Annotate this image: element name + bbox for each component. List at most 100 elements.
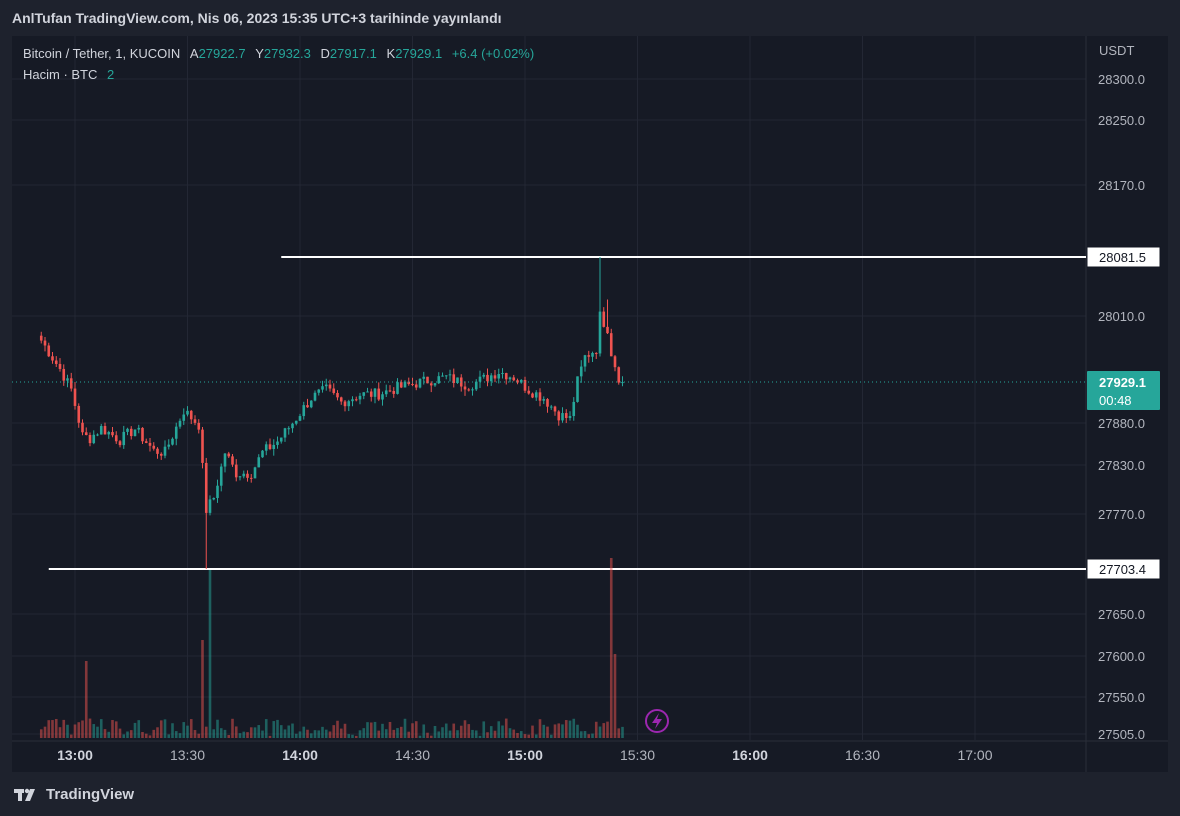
volume-bar	[84, 661, 88, 738]
candle-body	[523, 379, 527, 391]
candle-body	[482, 374, 486, 377]
candle-body	[313, 392, 317, 401]
change-value: +6.4 (+0.02%)	[451, 46, 535, 61]
volume-bar	[272, 721, 276, 738]
candle-body	[478, 376, 482, 382]
candle-body	[223, 453, 227, 467]
candle-body	[452, 374, 456, 384]
candle-body	[81, 422, 84, 433]
candle-body	[242, 473, 246, 477]
volume-bar	[501, 725, 504, 738]
time-tick-label: 15:30	[620, 747, 655, 763]
price-axis: 28300.0 28250.0 28170.0 28010.0 27880.0 27830…	[1098, 43, 1145, 742]
candle-body	[234, 464, 238, 478]
brand-name: TradingView	[46, 786, 135, 803]
volume-bar	[212, 729, 216, 738]
candle-body	[43, 340, 47, 346]
price-tick-label: 28170.0	[1098, 178, 1145, 193]
candle-body	[557, 411, 561, 421]
candle-body	[516, 380, 519, 383]
price-tick-label: 28250.0	[1098, 113, 1145, 128]
volume-bar	[204, 726, 208, 738]
candle-body	[189, 410, 193, 420]
volume-bar	[621, 726, 624, 738]
candle-body	[141, 427, 144, 442]
volume-bar	[564, 720, 568, 738]
volume-bar	[201, 640, 204, 738]
candle-body	[77, 405, 81, 423]
volume-bar	[133, 722, 137, 738]
candle-body	[317, 389, 321, 393]
candle-body	[422, 376, 426, 379]
volume-bar	[47, 720, 51, 738]
volume-bar	[474, 730, 478, 738]
volume-bar	[62, 719, 66, 738]
volume-bar	[163, 719, 167, 738]
volume-bar	[126, 731, 129, 738]
volume-bars	[39, 558, 624, 738]
volume-bar	[309, 733, 313, 738]
candle-body	[354, 399, 358, 401]
price-levels: 28081.5 27703.4	[48, 246, 1161, 580]
volume-label: Hacim · BTC	[23, 67, 98, 82]
volume-bar	[452, 723, 456, 738]
volume-bar	[141, 731, 144, 738]
candle-body	[122, 431, 126, 446]
candle-body	[617, 367, 621, 383]
candle-body	[501, 373, 504, 375]
candle-body	[298, 416, 302, 421]
volume-bar	[602, 723, 606, 738]
volume-bar	[279, 725, 283, 738]
last-price-label: 27929.1	[1099, 375, 1146, 390]
volume-bar	[486, 732, 489, 738]
volume-bar	[246, 732, 249, 738]
candle-body	[606, 326, 609, 334]
volume-bar	[328, 731, 332, 738]
candle-body	[238, 476, 242, 478]
candle-body	[429, 383, 433, 386]
candle-body	[497, 373, 501, 379]
volume-bar	[208, 570, 212, 738]
candle-body	[92, 434, 96, 444]
volume-bar	[148, 735, 152, 738]
candle-body	[564, 413, 568, 419]
volume-bar	[448, 730, 452, 738]
volume-bar	[118, 728, 122, 738]
volume-bar	[242, 731, 246, 738]
tradingview-footer[interactable]: TradingView	[14, 786, 134, 803]
candle-body	[459, 377, 463, 387]
volume-bar	[227, 735, 231, 738]
volume-bar	[114, 721, 118, 738]
volume-bar	[313, 730, 317, 738]
candle-body	[433, 383, 437, 386]
volume-bar	[426, 732, 429, 738]
volume-bar	[306, 729, 309, 738]
volume-bar	[583, 731, 587, 738]
lightning-icon[interactable]	[645, 709, 669, 733]
candle-body	[579, 366, 583, 377]
candle-body	[171, 438, 174, 445]
volume-bar	[189, 719, 193, 738]
candle-body	[392, 390, 396, 394]
candle-body	[227, 453, 231, 457]
candle-body	[39, 335, 43, 341]
candle-body	[351, 399, 354, 402]
volume-bar	[58, 727, 62, 738]
volume-bar	[43, 726, 47, 738]
volume-legend: Hacim · BTC 2	[23, 67, 114, 82]
candle-body	[156, 448, 159, 454]
time-tick-label: 16:30	[845, 747, 880, 763]
candle-body	[587, 355, 591, 357]
candle-body	[474, 381, 478, 390]
volume-bar	[332, 725, 336, 738]
volume-bar	[362, 728, 366, 738]
candle-body	[51, 356, 54, 361]
volume-bar	[276, 719, 279, 738]
price-tick-label: 28300.0	[1098, 72, 1145, 87]
volume-bar	[418, 735, 422, 738]
level-price-tag	[1086, 246, 1161, 268]
volume-bar	[88, 718, 92, 738]
volume-bar	[77, 722, 81, 738]
volume-bar	[324, 729, 328, 738]
